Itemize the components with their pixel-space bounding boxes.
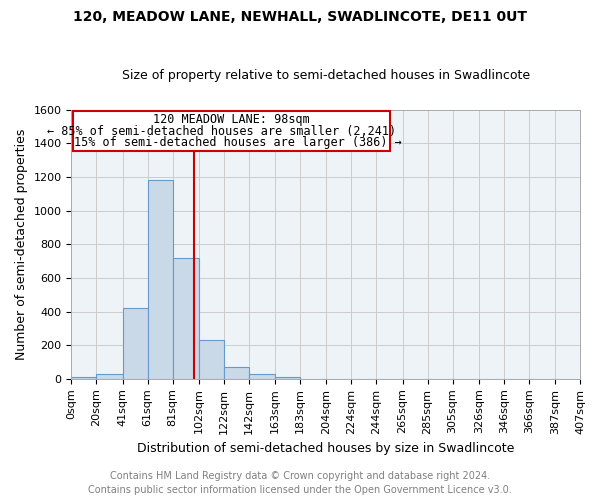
Bar xyxy=(122,308,148,379)
Bar xyxy=(275,377,300,379)
X-axis label: Distribution of semi-detached houses by size in Swadlincote: Distribution of semi-detached houses by … xyxy=(137,442,514,455)
Bar xyxy=(148,180,173,379)
Bar xyxy=(173,258,199,379)
Title: Size of property relative to semi-detached houses in Swadlincote: Size of property relative to semi-detach… xyxy=(122,69,530,82)
Text: ← 85% of semi-detached houses are smaller (2,241): ← 85% of semi-detached houses are smalle… xyxy=(47,124,396,138)
FancyBboxPatch shape xyxy=(73,111,390,151)
Bar xyxy=(249,374,275,379)
Text: 120, MEADOW LANE, NEWHALL, SWADLINCOTE, DE11 0UT: 120, MEADOW LANE, NEWHALL, SWADLINCOTE, … xyxy=(73,10,527,24)
Text: 120 MEADOW LANE: 98sqm: 120 MEADOW LANE: 98sqm xyxy=(153,114,310,126)
Text: Contains HM Land Registry data © Crown copyright and database right 2024.
Contai: Contains HM Land Registry data © Crown c… xyxy=(88,471,512,495)
Y-axis label: Number of semi-detached properties: Number of semi-detached properties xyxy=(15,128,28,360)
Bar xyxy=(199,340,224,379)
Bar xyxy=(97,374,122,379)
Bar xyxy=(224,367,249,379)
Bar xyxy=(71,377,97,379)
Text: 15% of semi-detached houses are larger (386) →: 15% of semi-detached houses are larger (… xyxy=(74,136,401,148)
